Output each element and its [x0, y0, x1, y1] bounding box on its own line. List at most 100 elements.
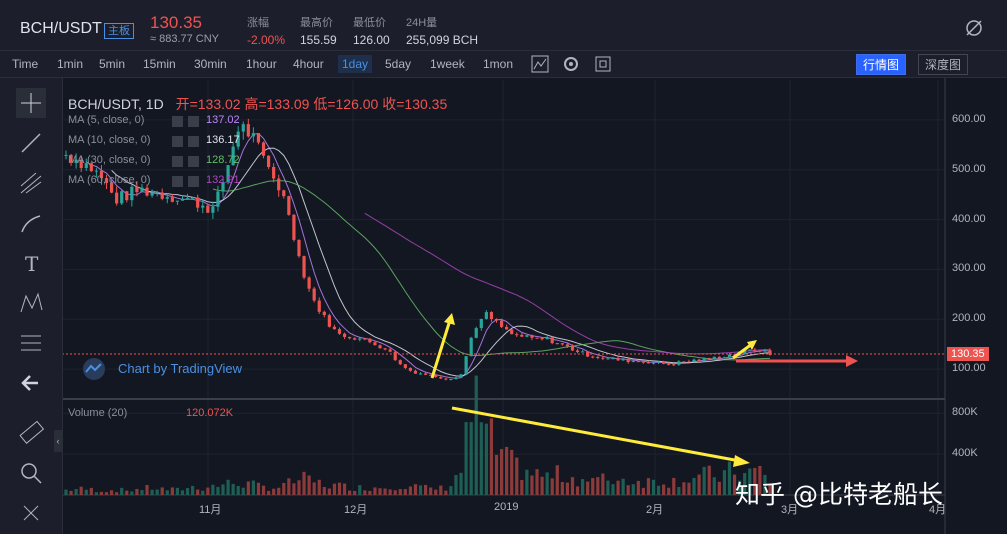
candle-body	[606, 358, 610, 360]
volume-bar	[282, 482, 286, 495]
volume-bar	[494, 454, 499, 495]
candle-body	[631, 361, 635, 363]
volume-bar	[702, 466, 706, 495]
volume-bar	[505, 446, 509, 495]
chart-legend: BCH/USDT, 1D 开=133.02 高=133.09 低=126.00 …	[68, 94, 447, 114]
tf-15min[interactable]: 15min	[143, 57, 176, 71]
chart-grid	[62, 80, 945, 495]
indicator-icon[interactable]	[531, 55, 549, 73]
candle-body	[510, 329, 514, 335]
candle-body	[342, 333, 347, 337]
tf-1mon[interactable]: 1mon	[483, 57, 514, 71]
candle-body	[99, 170, 104, 179]
volume-bar	[489, 418, 494, 495]
tf-5min[interactable]: 5min	[99, 57, 126, 71]
pattern-icon[interactable]	[16, 288, 46, 318]
candle-body	[687, 361, 691, 363]
volume-bar	[651, 479, 656, 495]
candle-body	[221, 182, 225, 192]
volume-bar	[120, 487, 124, 495]
volume-bar	[768, 484, 772, 495]
ma-line	[364, 212, 770, 355]
tradingview-branding[interactable]: Chart by TradingView	[118, 361, 243, 376]
zoom-icon[interactable]	[16, 458, 46, 488]
volume-bar	[332, 483, 337, 495]
volume-bar	[753, 467, 757, 495]
eye-off-icon[interactable]	[964, 18, 984, 38]
candle-body	[545, 337, 549, 340]
volume-bar	[327, 488, 331, 495]
volume-bar	[418, 485, 423, 495]
ruler-icon[interactable]	[16, 418, 46, 448]
ma-30-row[interactable]: MA (30, close, 0) 128.72	[68, 154, 240, 167]
volume-bar	[732, 474, 737, 495]
price-tick-label: 100.00	[952, 362, 986, 375]
tf-30min[interactable]: 30min	[194, 57, 227, 71]
candle-body	[150, 192, 154, 196]
candle-body	[277, 178, 281, 191]
pair-title[interactable]: BCH/USDT	[20, 20, 102, 37]
volume-bar	[667, 487, 671, 495]
volume-bar	[130, 491, 134, 495]
candle-body	[479, 318, 483, 329]
kline-view-button[interactable]: 行情图	[856, 54, 907, 75]
candle-body	[641, 361, 645, 363]
time-tick-label: 3月	[781, 504, 799, 516]
brush-icon[interactable]	[16, 208, 46, 238]
measure-icon[interactable]	[16, 328, 46, 358]
back-arrow-icon[interactable]	[16, 368, 46, 398]
volume-bar	[89, 487, 93, 495]
volume-bar	[287, 478, 291, 495]
price-tick-label: 600.00	[952, 112, 986, 125]
candle-body	[616, 358, 620, 361]
candle-body	[722, 357, 727, 359]
volume-bar	[722, 470, 727, 495]
candle-body	[388, 349, 392, 352]
ma-line	[86, 132, 771, 379]
ma-60-row[interactable]: MA (60, close, 0) 132.91	[68, 174, 240, 187]
legend-ohlc: 开=133.02 高=133.09 低=126.00 收=130.35	[175, 96, 448, 112]
volume-bar	[712, 477, 716, 495]
ma-5-row[interactable]: MA (5, close, 0) 137.02	[68, 114, 240, 127]
volume-bar	[459, 472, 463, 495]
volume-bar	[175, 487, 180, 495]
candle-body	[216, 191, 220, 207]
candle-body	[748, 349, 752, 351]
candle-body	[454, 377, 458, 380]
depth-view-button[interactable]: 深度图	[918, 54, 969, 75]
candle-body	[581, 351, 585, 353]
candle-body	[403, 364, 407, 368]
tf-1week[interactable]: 1week	[430, 57, 465, 71]
last-price: 130.35	[150, 13, 202, 32]
volume-bar	[413, 484, 418, 495]
volume-bar	[677, 486, 681, 495]
tf-5day[interactable]: 5day	[385, 57, 412, 71]
volume-bar	[69, 490, 73, 495]
volume-bar	[261, 485, 266, 495]
volume-bar	[373, 487, 377, 495]
volume-bar	[348, 490, 352, 495]
fullscreen-icon[interactable]	[594, 55, 612, 73]
board-tag: 主板	[104, 23, 134, 39]
remove-icon[interactable]	[16, 498, 46, 528]
volume-bar	[160, 487, 164, 495]
tf-1hour[interactable]: 1hour	[246, 57, 277, 71]
candle-body	[575, 350, 580, 352]
pitchfork-icon[interactable]	[16, 168, 46, 198]
tf-time[interactable]: Time	[12, 57, 39, 71]
candle-body	[135, 186, 139, 193]
settings-gear-icon[interactable]	[562, 55, 580, 73]
crosshair-icon[interactable]	[16, 88, 46, 118]
candle-body	[601, 357, 605, 359]
ma-10-row[interactable]: MA (10, close, 0) 136.17	[68, 134, 240, 147]
tf-1min[interactable]: 1min	[57, 57, 84, 71]
collapse-toolbar-button[interactable]: ‹	[54, 430, 62, 452]
candle-body	[398, 360, 402, 365]
candle-body	[317, 300, 321, 312]
tf-4hour[interactable]: 4hour	[293, 57, 324, 71]
tf-1day[interactable]: 1day	[338, 55, 373, 73]
candle-body	[368, 338, 372, 343]
trend-line-icon[interactable]	[16, 128, 46, 158]
text-icon[interactable]: T	[16, 248, 46, 278]
